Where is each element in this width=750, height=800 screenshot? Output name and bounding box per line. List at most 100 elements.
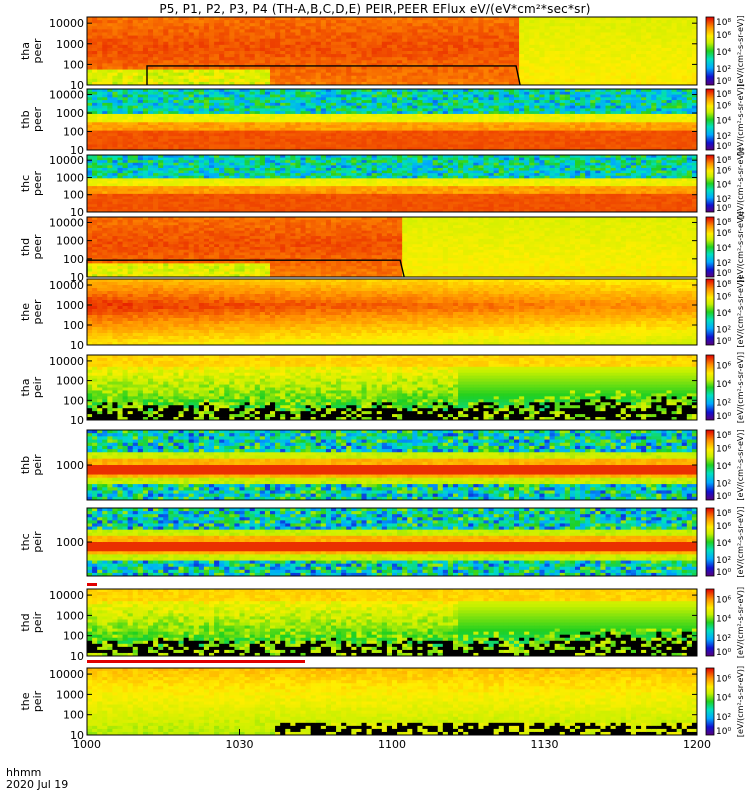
- heat-cell: [178, 136, 184, 140]
- heat-cell: [417, 81, 423, 86]
- heat-cell: [203, 127, 210, 131]
- heat-cell: [559, 138, 566, 143]
- heat-cell: [564, 72, 571, 77]
- heat-cell: [102, 97, 108, 101]
- heat-cell: [214, 130, 220, 134]
- heat-cell: [249, 113, 256, 118]
- heat-cell: [341, 81, 347, 86]
- heat-cell: [590, 41, 596, 46]
- heat-cell: [173, 69, 179, 74]
- spectrogram-cells: [87, 89, 698, 151]
- heat-cell: [671, 63, 678, 67]
- heat-cell: [178, 127, 184, 131]
- heat-cell: [356, 38, 362, 43]
- heat-cell: [646, 75, 652, 80]
- heat-cell: [92, 119, 98, 123]
- heat-cell: [239, 125, 245, 129]
- heat-cell: [554, 57, 561, 61]
- heat-cell: [351, 17, 357, 21]
- heat-cell: [442, 116, 449, 120]
- heat-cell: [442, 97, 449, 101]
- heat-cell: [234, 20, 240, 24]
- heat-cell: [610, 94, 617, 98]
- heat-cell: [402, 91, 408, 95]
- heat-cell: [498, 116, 505, 120]
- heat-cell: [610, 69, 617, 74]
- heat-cell: [407, 29, 413, 33]
- heat-cell: [575, 119, 581, 123]
- heat-cell: [397, 60, 403, 64]
- heat-cell: [651, 51, 657, 55]
- heat-cell: [641, 78, 647, 83]
- heat-cell: [468, 44, 474, 49]
- heat-cell: [219, 23, 225, 27]
- heat-cell: [569, 38, 576, 43]
- heat-cell: [636, 26, 642, 30]
- y-tick-label: 10000: [49, 17, 84, 30]
- heat-cell: [163, 133, 169, 137]
- heat-cell: [361, 136, 367, 140]
- heat-cell: [595, 20, 601, 24]
- heat-cell: [615, 51, 622, 55]
- heat-cell: [153, 69, 159, 74]
- heat-cell: [168, 54, 174, 58]
- heat-cell: [112, 75, 118, 80]
- heat-cell: [442, 141, 449, 145]
- heat-cell: [209, 78, 215, 83]
- heat-cell: [402, 144, 408, 148]
- heat-cell: [117, 72, 123, 77]
- heat-cell: [234, 111, 240, 115]
- heat-cell: [468, 63, 474, 67]
- heat-cell: [137, 108, 144, 112]
- heat-cell: [127, 127, 134, 131]
- heat-cell: [473, 119, 479, 123]
- heat-cell: [356, 122, 362, 126]
- heat-cell: [193, 125, 200, 129]
- heat-cell: [427, 17, 434, 21]
- heat-cell: [264, 44, 271, 49]
- heat-cell: [209, 51, 215, 55]
- heat-cell: [432, 108, 439, 112]
- heat-cell: [173, 122, 179, 126]
- heat-cell: [412, 89, 418, 93]
- heat-cell: [666, 54, 672, 58]
- heat-cell: [376, 47, 383, 52]
- heat-cell: [122, 133, 129, 137]
- heat-cell: [478, 122, 484, 126]
- heat-cell: [132, 81, 139, 86]
- heat-cell: [336, 17, 342, 21]
- heat-cell: [386, 35, 393, 40]
- heat-cell: [539, 81, 545, 86]
- heat-cell: [605, 144, 611, 148]
- heat-cell: [422, 133, 428, 137]
- heat-cell: [158, 144, 164, 148]
- heat-cell: [168, 63, 174, 67]
- heat-cell: [641, 38, 647, 43]
- heat-cell: [473, 147, 479, 151]
- spectrogram-cells: [87, 17, 698, 86]
- heat-cell: [356, 108, 362, 112]
- heat-cell: [341, 138, 347, 143]
- heat-cell: [483, 111, 489, 115]
- heat-cell: [625, 17, 632, 21]
- heat-cell: [341, 41, 347, 46]
- heat-cell: [580, 138, 586, 143]
- heat-cell: [97, 119, 103, 123]
- heat-cell: [371, 89, 378, 93]
- heat-cell: [300, 89, 306, 93]
- heat-cell: [142, 57, 149, 61]
- heat-cell: [407, 38, 413, 43]
- heat-cell: [290, 20, 296, 24]
- heat-cell: [341, 144, 347, 148]
- heat-cell: [427, 51, 434, 55]
- heat-cell: [346, 119, 352, 123]
- heat-cell: [183, 63, 190, 67]
- heat-cell: [569, 78, 576, 83]
- heat-cell: [224, 54, 230, 58]
- heat-cell: [305, 141, 312, 145]
- heat-cell: [392, 54, 398, 58]
- heat-cell: [275, 66, 281, 70]
- heat-cell: [361, 78, 367, 83]
- heat-cell: [636, 51, 642, 55]
